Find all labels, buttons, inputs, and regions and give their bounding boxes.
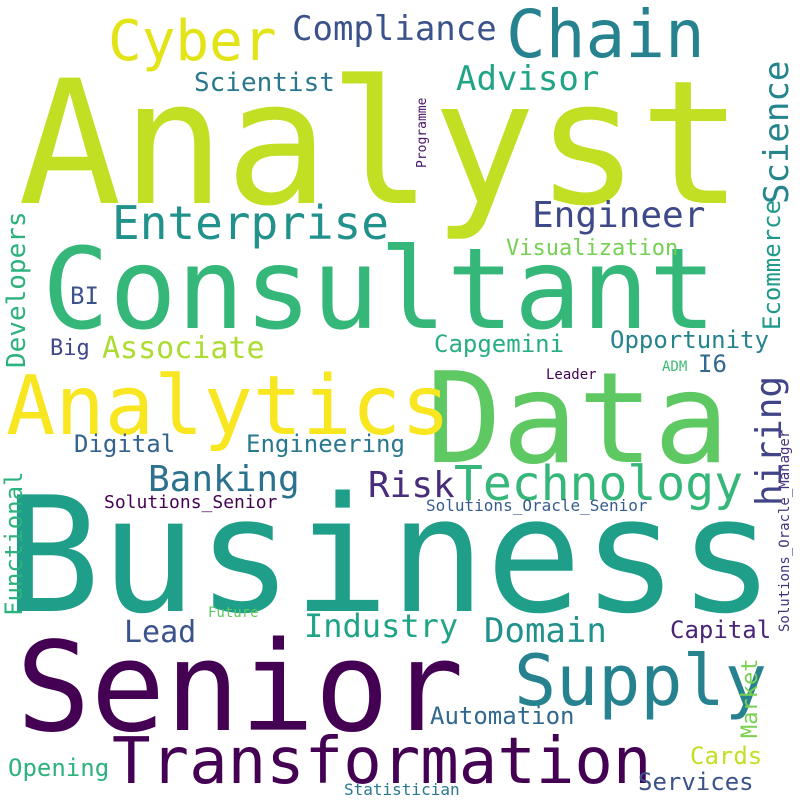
word-banking: Banking bbox=[148, 459, 300, 500]
word-future: Future bbox=[208, 605, 259, 621]
word-associate: Associate bbox=[102, 331, 265, 366]
word-enterprise: Enterprise bbox=[112, 196, 389, 250]
word-solutions-senior: Solutions_Senior bbox=[104, 492, 278, 513]
word-digital: Digital bbox=[74, 430, 176, 458]
word-technology: Technology bbox=[454, 456, 743, 512]
word-science: Science bbox=[757, 60, 797, 204]
word-domain: Domain bbox=[484, 611, 607, 651]
word-opportunity: Opportunity bbox=[610, 326, 769, 354]
word-analyst: Analyst bbox=[18, 43, 743, 244]
word-scientist: Scientist bbox=[194, 68, 335, 98]
word-cards: Cards bbox=[690, 742, 763, 770]
word-big: Big bbox=[50, 336, 90, 361]
word-capgemini: Capgemini bbox=[434, 330, 565, 358]
word-programme: Programme bbox=[415, 97, 430, 168]
word-compliance: Compliance bbox=[292, 9, 497, 49]
word-services: Services bbox=[638, 768, 754, 796]
word-leader: Leader bbox=[546, 367, 597, 383]
word-supply: Supply bbox=[514, 640, 767, 722]
word-automation: Automation bbox=[430, 702, 575, 730]
word-i6: I6 bbox=[698, 350, 727, 378]
word-developers: Developers bbox=[2, 211, 32, 368]
word-functional: Functional bbox=[0, 471, 28, 617]
word-chain: Chain bbox=[506, 0, 705, 73]
word-consultant: Consultant bbox=[42, 225, 717, 355]
word-engineering: Engineering bbox=[246, 430, 405, 458]
word-opening: Opening bbox=[8, 754, 110, 782]
word-industry: Industry bbox=[304, 607, 459, 645]
word-bi: BI bbox=[70, 282, 99, 310]
word-engineer: Engineer bbox=[532, 195, 706, 236]
word-market: Market bbox=[738, 658, 763, 738]
word-capital: Capital bbox=[670, 616, 772, 644]
word-business: Business bbox=[4, 462, 775, 649]
word-ecommerce: Ecommerce bbox=[758, 199, 786, 330]
word-visualization: Visualization bbox=[506, 236, 679, 261]
word-senior: Senior bbox=[16, 616, 464, 760]
word-solutions-oracle-manager: Solutions_Oracle_Manager bbox=[777, 429, 793, 632]
word-analytics: Analytics bbox=[6, 359, 451, 454]
word-adm: ADM bbox=[662, 359, 688, 375]
word-lead: Lead bbox=[124, 615, 197, 650]
word-solutions-oracle-senior: Solutions_Oracle_Senior bbox=[426, 496, 648, 515]
word-data: Data bbox=[426, 345, 730, 492]
word-cyber: Cyber bbox=[108, 9, 277, 74]
word-risk: Risk bbox=[368, 465, 455, 506]
word-statistician: Statistician bbox=[344, 780, 460, 799]
word-transformation: Transformation bbox=[112, 725, 652, 799]
word-advisor: Advisor bbox=[456, 59, 600, 99]
